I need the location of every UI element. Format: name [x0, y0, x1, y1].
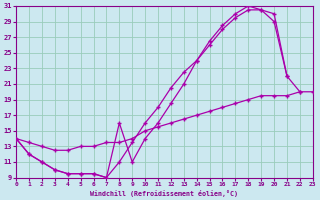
X-axis label: Windchill (Refroidissement éolien,°C): Windchill (Refroidissement éolien,°C) — [91, 190, 238, 197]
